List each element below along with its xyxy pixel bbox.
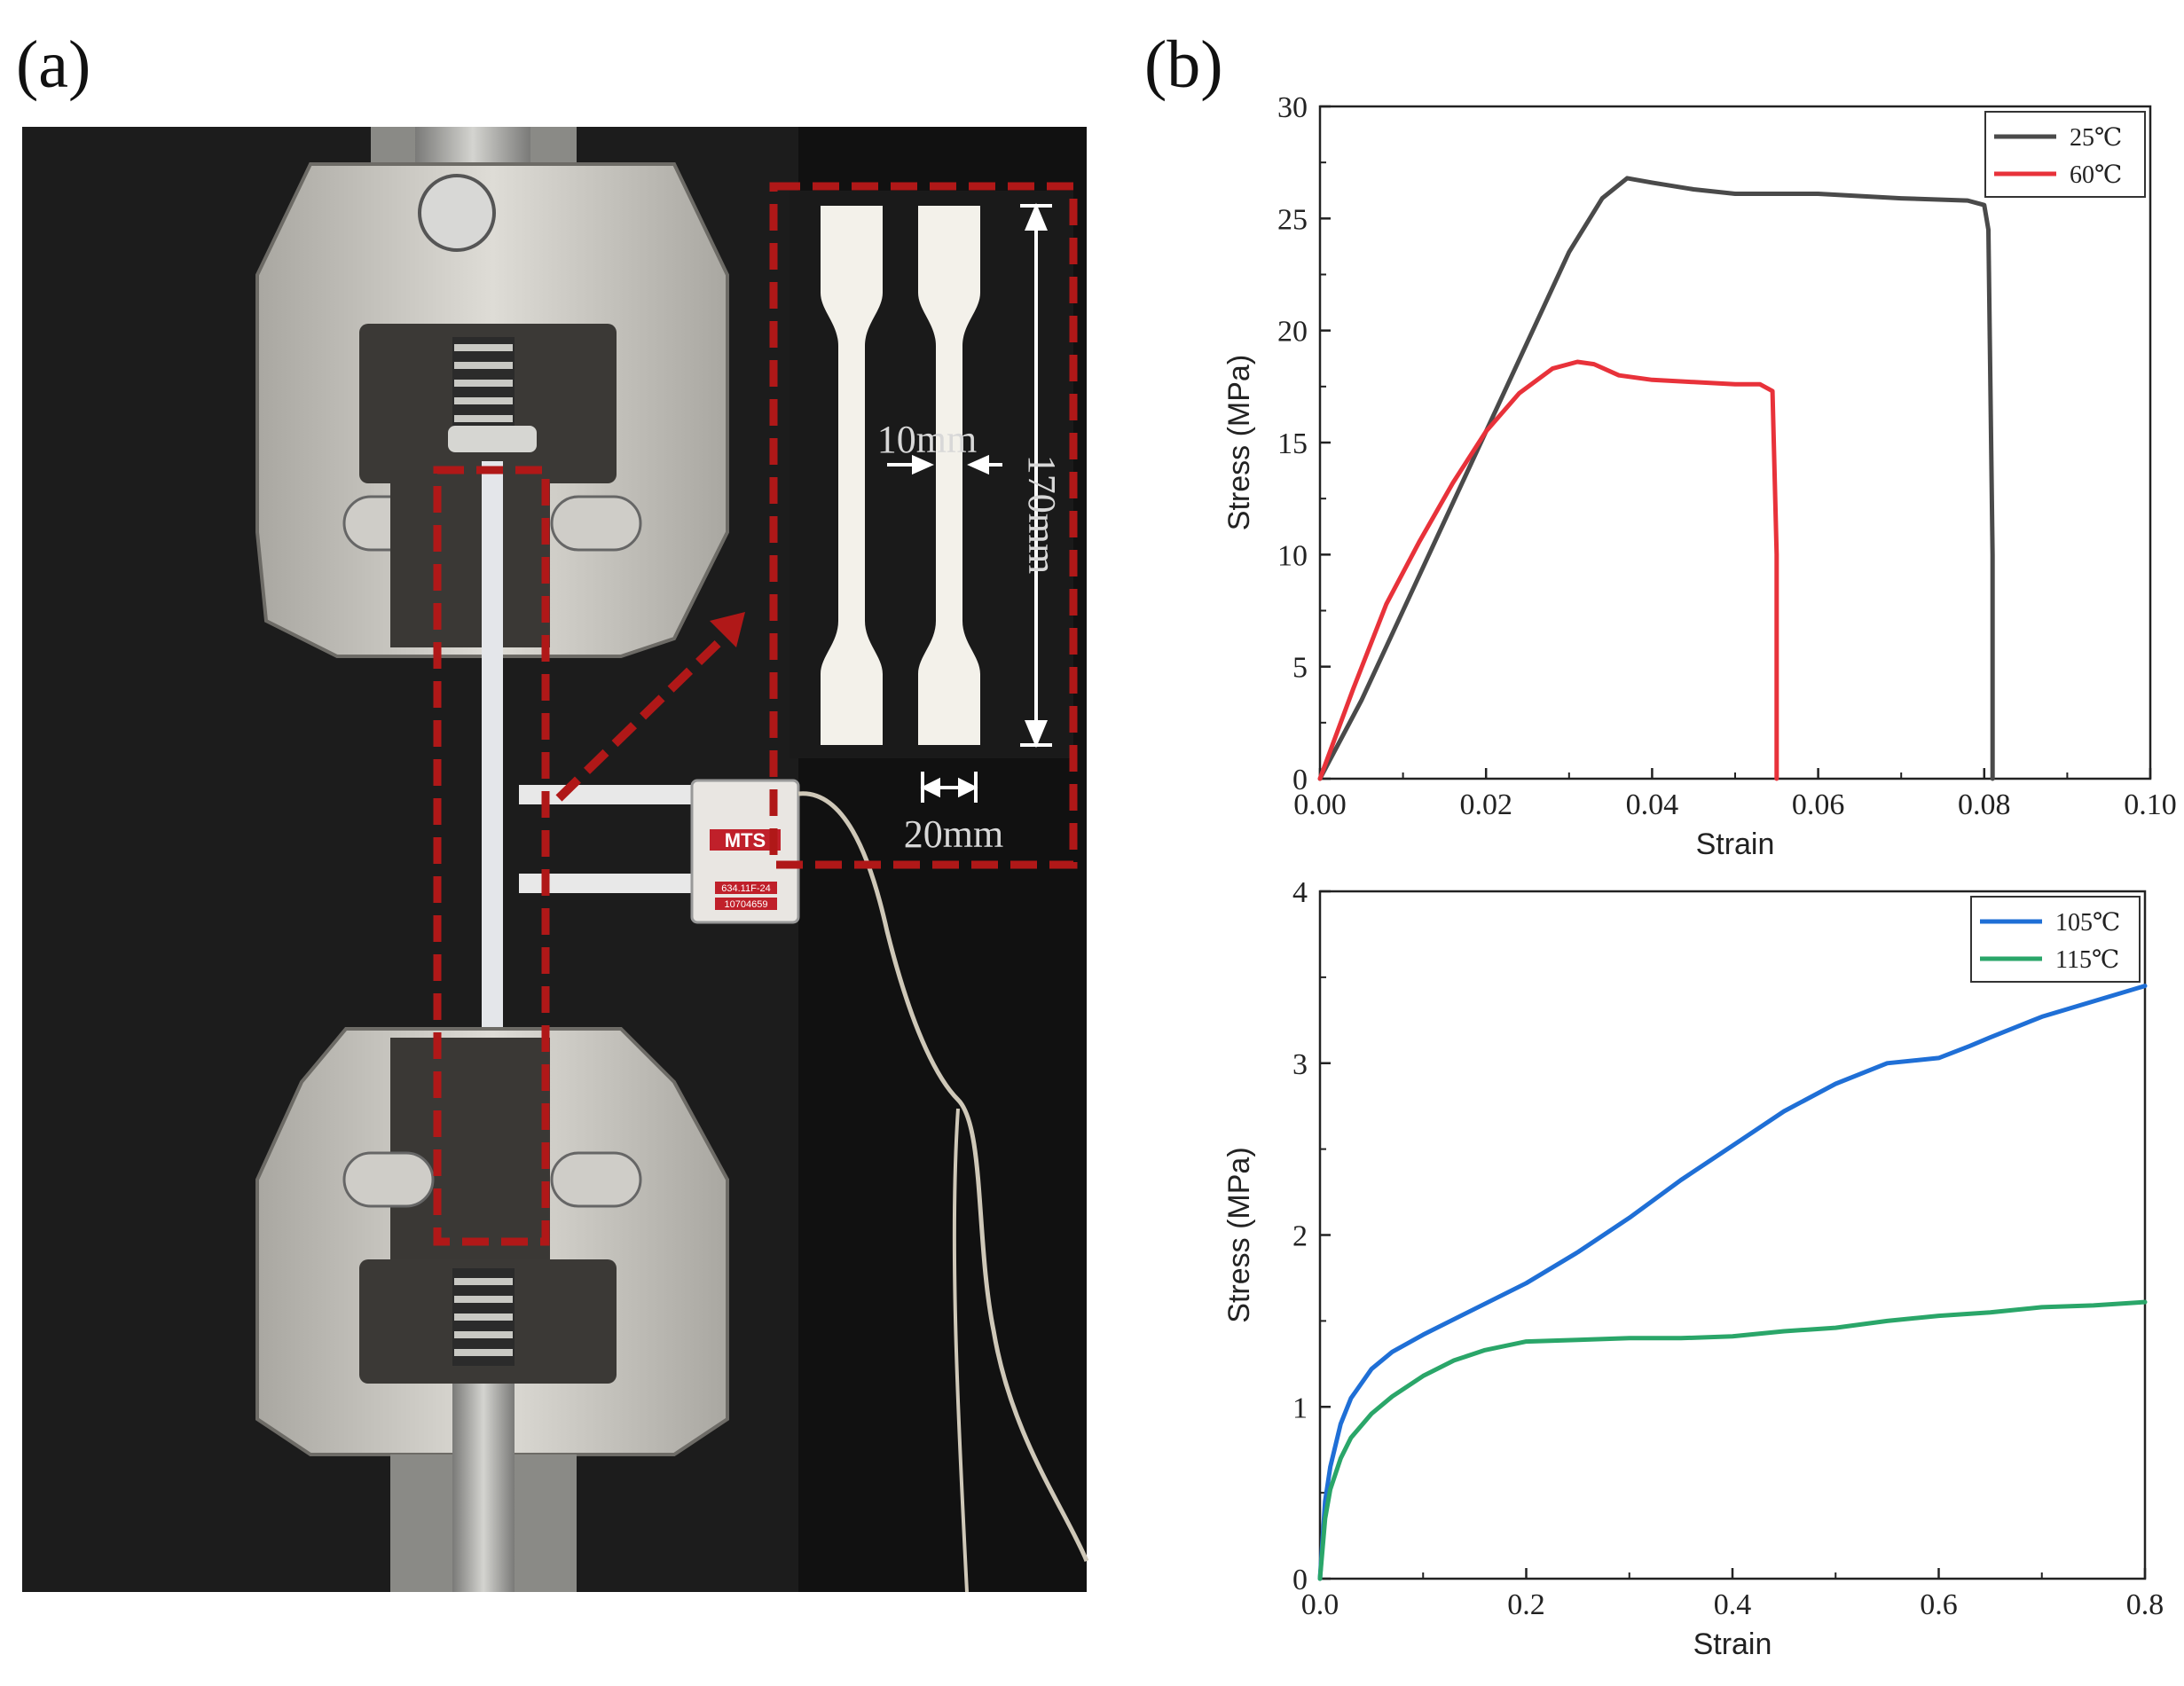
lower-jaw [390, 1038, 550, 1259]
extensometer-model: 634.11F-24 [721, 883, 770, 894]
x-tick-label: 0.4 [1714, 1588, 1752, 1621]
series-line-1 [1317, 359, 1779, 781]
legend-label-1: 60℃ [2070, 161, 2122, 189]
extensometer-cable-2 [952, 1108, 969, 1593]
x-tick-label: 0.02 [1459, 788, 1512, 821]
tensile-test-photo: MTS 634.11F-24 10704659 [22, 127, 1089, 1593]
panel-label-b: (b) [1144, 27, 1223, 102]
plot-frame [1318, 890, 2147, 1580]
chart-low-temperature: 0.00 0.02 0.04 0.06 0.08 0.10 0 5 10 15 20 25 30 Stra… [1222, 91, 2177, 861]
inset-highlight-box [769, 182, 1078, 869]
plot-frame [1318, 105, 2152, 780]
y-tick-label: 2 [1292, 1220, 1308, 1253]
y-tick-label: 3 [1292, 1048, 1308, 1081]
y-tick-label: 20 [1277, 316, 1308, 349]
y-axis-title: Stress (MPa) [1222, 1147, 1256, 1322]
extensometer-logo-bg [710, 829, 781, 851]
x-tick-label: 0.6 [1920, 1588, 1958, 1621]
y-tick-label: 30 [1277, 91, 1308, 124]
y-tick-label: 1 [1292, 1392, 1308, 1424]
y-tick-label: 5 [1292, 652, 1308, 685]
y-tick-label: 15 [1277, 427, 1308, 460]
series-line-0 [1317, 984, 2148, 1581]
upper-knob [418, 174, 496, 252]
extensometer-arm-bottom [519, 874, 696, 893]
x-tick-label: 0.2 [1507, 1588, 1545, 1621]
x-tick-label: 0.10 [2124, 788, 2177, 821]
x-tick-label: 0.0 [1301, 1588, 1339, 1621]
x-tick-label: 0.06 [1792, 788, 1845, 821]
x-axis-title: Strain [1696, 827, 1775, 861]
length-dimension-label: 170mm [1020, 455, 1064, 574]
x-tick-label: 0.8 [2126, 1588, 2164, 1621]
extensometer-cable [797, 791, 1089, 1562]
extensometer-serial: 10704659 [725, 899, 768, 910]
zoom-arrow-line [555, 626, 735, 802]
series-line-0 [1317, 176, 1995, 781]
legend-label-0: 105℃ [2055, 909, 2120, 937]
panel-label-a: (a) [16, 27, 91, 102]
y-tick-label: 0 [1292, 1564, 1308, 1596]
legend-box [1984, 111, 2146, 198]
lower-left-bolt [342, 1151, 435, 1208]
y-axis-title: Stress (MPa) [1222, 355, 1256, 530]
y-tick-label: 10 [1277, 539, 1308, 572]
y-tick-label: 25 [1277, 203, 1308, 236]
zoom-arrow-head [710, 612, 745, 647]
grip-dimension-label: 20mm [904, 812, 1003, 856]
legend-box [1970, 896, 2141, 983]
specimen-highlight-box [433, 466, 550, 1246]
x-tick-label: 0.04 [1626, 788, 1679, 821]
width-dimension-label: 10mm [877, 418, 977, 461]
x-tick-label: 0.00 [1293, 788, 1347, 821]
upper-jaw [390, 470, 550, 647]
dogbone-specimen-2 [918, 206, 980, 745]
legend-label-1: 115℃ [2055, 946, 2119, 974]
y-tick-label: 0 [1292, 764, 1308, 796]
extensometer-logo: MTS [725, 829, 766, 851]
x-tick-label: 0.08 [1958, 788, 2011, 821]
series-line-1 [1317, 1299, 2148, 1581]
dogbone-specimen-1 [821, 206, 883, 745]
upper-right-bolt [550, 495, 642, 552]
lower-right-bolt [550, 1151, 642, 1208]
legend-label-0: 25℃ [2070, 124, 2122, 152]
y-tick-label: 4 [1292, 876, 1308, 909]
chart-high-temperature: 0.0 0.2 0.4 0.6 0.8 0 1 2 3 4 Strain Stress (MPa) 10… [1222, 876, 2164, 1661]
x-axis-title: Strain [1693, 1627, 1772, 1661]
upper-spring-cap [448, 426, 537, 452]
